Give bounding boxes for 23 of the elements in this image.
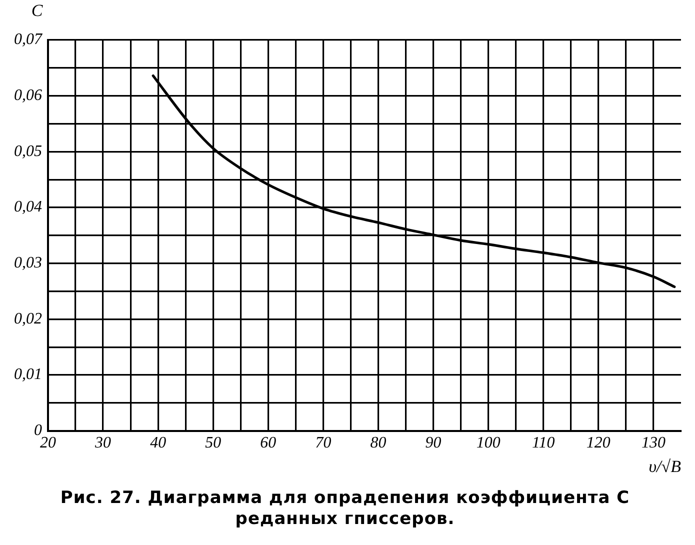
text: Рис. 27. Диаграмма для опрадепения коэффициента C реданных гписсеров. xyxy=(59,488,631,530)
x-tick-label: 70 xyxy=(315,434,332,452)
x-tick-label: 90 xyxy=(425,434,442,452)
y-tick-label: 0,02 xyxy=(14,310,42,328)
y-tick-label: 0,01 xyxy=(14,366,42,384)
x-tick-label: 100 xyxy=(476,434,500,452)
x-tick-label: 20 xyxy=(40,434,56,452)
x-tick-label: 60 xyxy=(260,434,276,452)
y-tick-label: 0,07 xyxy=(14,31,43,48)
y-tick-label: 0,04 xyxy=(14,198,42,216)
y-axis-title: C xyxy=(31,0,44,20)
x-tick-label: 120 xyxy=(586,434,610,452)
x-tick-label: 50 xyxy=(205,434,222,452)
x-tick-label: 110 xyxy=(532,434,555,452)
y-tick-label: 0,05 xyxy=(14,142,42,160)
x-axis-title: υ/√B xyxy=(648,456,682,476)
x-tick-label: 40 xyxy=(150,434,166,452)
y-tick-label: 0 xyxy=(34,422,42,440)
x-tick-label: 130 xyxy=(641,434,666,452)
x-tick-label: 80 xyxy=(370,434,386,452)
y-tick-label: 0,06 xyxy=(14,87,42,104)
x-tick-label: 30 xyxy=(94,434,112,452)
y-tick-label: 0,03 xyxy=(14,254,42,272)
